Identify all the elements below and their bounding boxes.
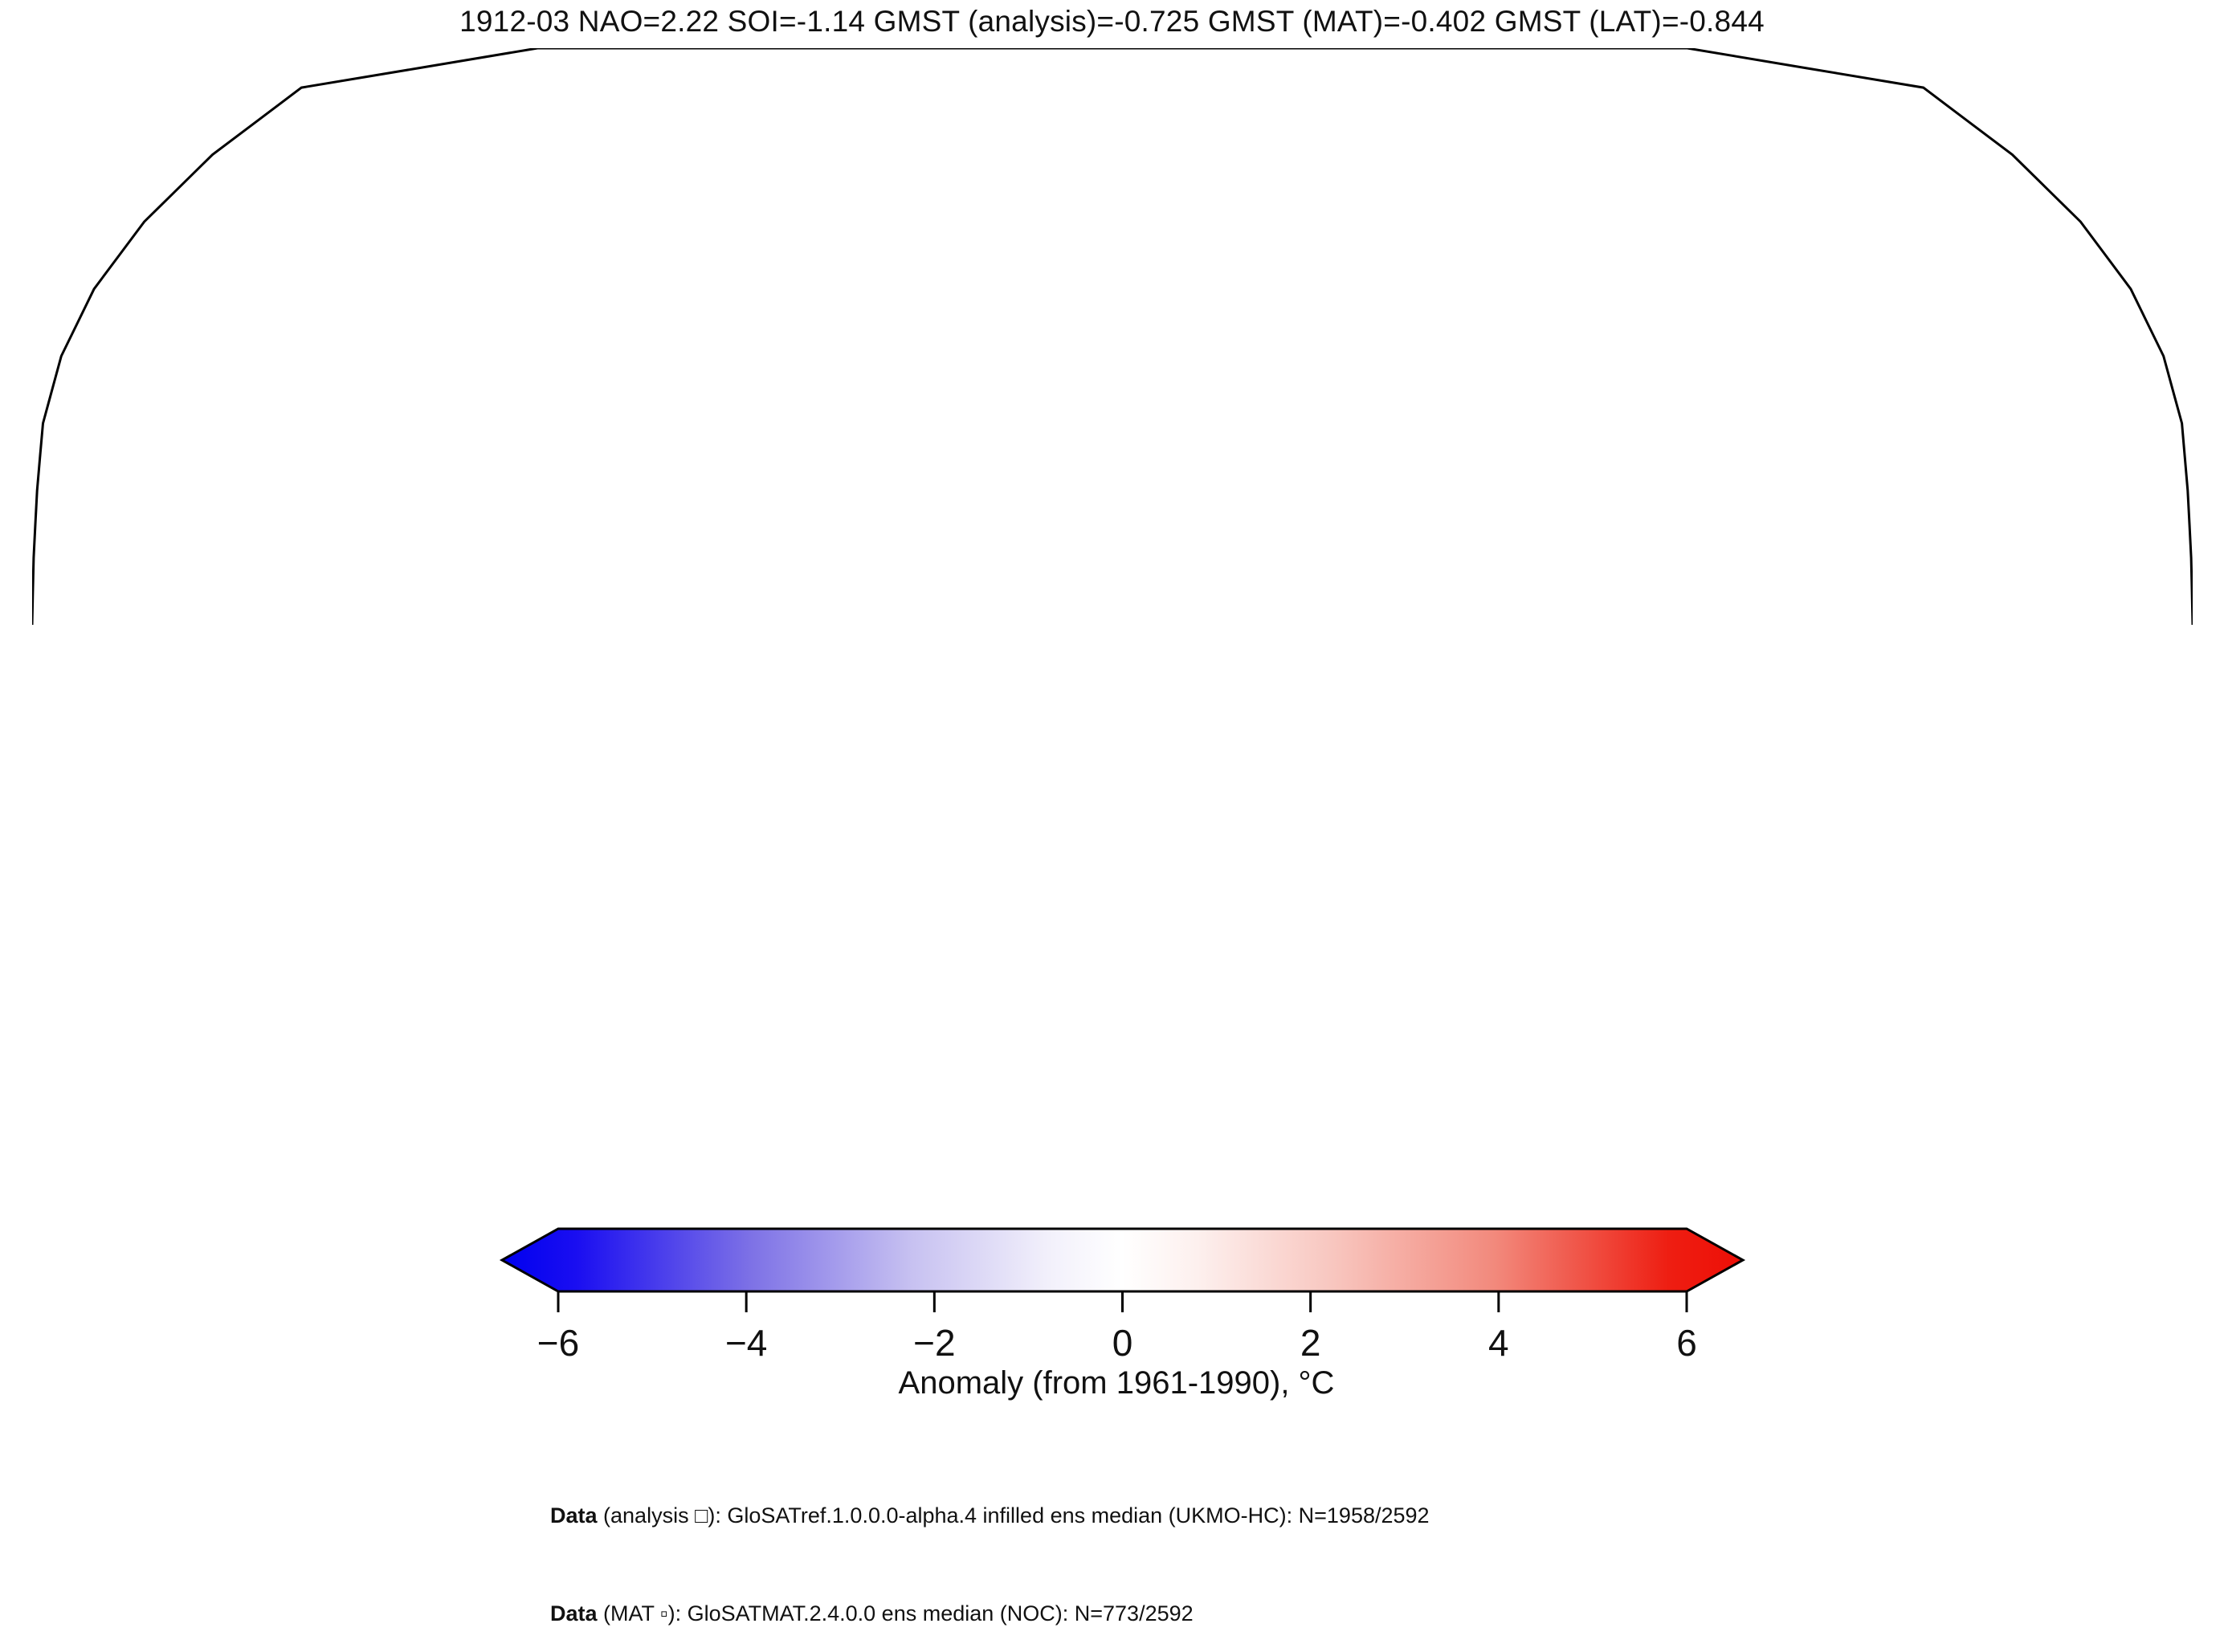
colorbar-tick-label: −2 [913,1322,955,1364]
anomaly-grid [32,48,2193,625]
credit-line: Data (MAT ▫): GloSATMAT.2.4.0.0 ens medi… [550,1601,1194,1625]
figure-title: 1912-03 NAO=2.22 SOI=-1.14 GMST (analysi… [459,5,1765,38]
map-outline [32,48,2193,626]
colorbar-tick-label: 0 [1112,1322,1133,1364]
no-data-landmasses [185,48,2040,222]
colorbar-tick-label: 4 [1488,1322,1509,1364]
world-anomaly-map [32,48,2193,626]
colorbar-tick-label: −6 [537,1322,579,1364]
marker-squares [43,233,2182,614]
credit-line: Data (analysis □): GloSATref.1.0.0.0-alp… [550,1503,1430,1528]
station-markers [259,151,2157,625]
colorbar-gradient-bar [499,1227,1746,1293]
credits-block: Data (analysis □): GloSATref.1.0.0.0-alp… [550,1434,1476,1652]
colorbar-ticks: −6 −4 −2 0 2 4 6 [537,1291,1697,1364]
colorbar: −6 −4 −2 0 2 4 6 [499,1227,1746,1364]
colorbar-tick-label: −4 [725,1322,767,1364]
graticule-parallels [32,67,2193,625]
coastlines [223,107,2157,625]
colorbar-tick-label: 6 [1676,1322,1697,1364]
colorbar-tick-label: 2 [1300,1322,1321,1364]
colorbar-axis-label: Anomaly (from 1961-1990), °C [898,1365,1335,1401]
